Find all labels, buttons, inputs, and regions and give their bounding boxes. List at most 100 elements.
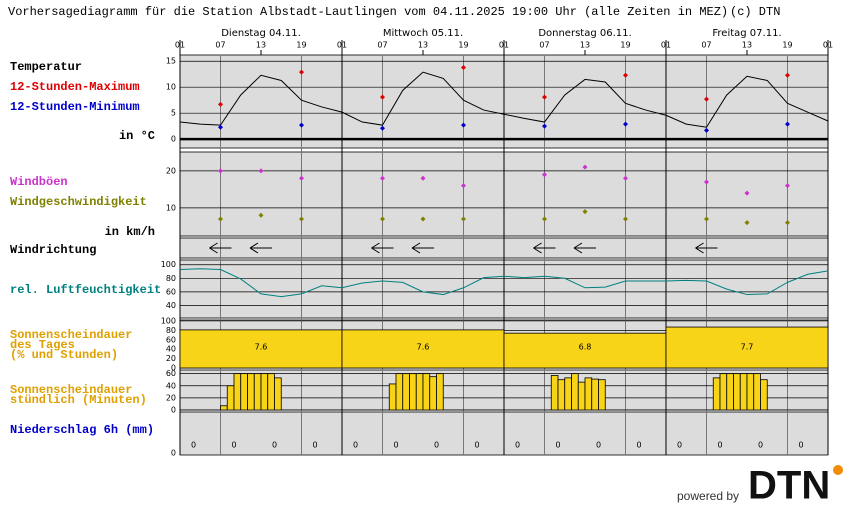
point	[623, 72, 628, 78]
value-label: 0	[474, 441, 479, 450]
y-tick-label: 10	[166, 83, 176, 92]
wind-arrow	[695, 242, 718, 254]
panel-label: 12-Stunden-Minimum	[10, 100, 140, 114]
y-tick-label: 100	[161, 316, 176, 325]
bar	[429, 376, 437, 411]
point	[542, 172, 547, 178]
bar	[665, 326, 829, 369]
bar	[733, 373, 741, 411]
point	[258, 212, 264, 218]
panel-label: Windböen	[10, 175, 68, 189]
bar	[415, 373, 424, 411]
panel-label: Niederschlag 6h (mm)	[10, 423, 154, 437]
bar	[712, 377, 721, 411]
x-tick-label: 13	[418, 41, 428, 50]
y-tick-label: 40	[166, 345, 176, 354]
y-tick-label: 0	[171, 135, 176, 144]
day-label: Donnerstag 06.11.	[538, 28, 631, 39]
point	[380, 216, 385, 222]
x-tick-label: 13	[580, 41, 590, 50]
point	[744, 190, 750, 196]
hours-label: 6.8	[579, 343, 592, 352]
y-tick-label: 0	[171, 364, 176, 373]
y-tick-label: 10	[166, 203, 176, 212]
bar	[739, 373, 748, 411]
day-label: Freitag 07.11.	[712, 28, 781, 39]
point	[785, 220, 790, 226]
y-tick-label: 20	[166, 166, 176, 175]
panel-label: Temperatur	[10, 60, 82, 74]
y-tick-label: 20	[166, 393, 176, 402]
point	[218, 216, 223, 222]
value-label: 0	[555, 441, 560, 450]
logo: DTN	[748, 464, 830, 508]
value-label: 0	[636, 441, 641, 450]
bar	[564, 377, 572, 411]
value-label: 0	[272, 441, 277, 450]
point	[461, 64, 466, 70]
panel-label: des Tages	[10, 338, 75, 352]
point	[623, 216, 628, 222]
value-label: 0	[515, 441, 520, 450]
bar	[422, 373, 431, 411]
point	[420, 216, 426, 222]
value-label: 0	[393, 441, 398, 450]
panel-label: in °C	[119, 129, 155, 143]
logo-dot	[833, 465, 843, 475]
y-tick-label: 80	[166, 274, 176, 283]
point	[623, 175, 628, 181]
panel-label: Sonnenscheindauer	[10, 383, 132, 397]
x-tick-label: 13	[742, 41, 752, 50]
value-label: 0	[677, 441, 682, 450]
point	[420, 175, 426, 181]
value-label: 0	[353, 441, 358, 450]
wind-arrow	[411, 242, 434, 254]
bar	[220, 405, 228, 411]
point	[704, 96, 709, 102]
point	[299, 216, 304, 222]
bar	[409, 373, 417, 411]
bar	[402, 373, 410, 411]
y-tick-label: 5	[171, 109, 176, 118]
x-tick-label: 19	[458, 41, 468, 50]
point	[542, 216, 547, 222]
point	[582, 209, 588, 215]
bar	[550, 375, 559, 411]
hours-label: 7.6	[255, 343, 268, 352]
y-tick-label: 20	[166, 354, 176, 363]
value-label: 0	[434, 441, 439, 450]
bar	[719, 373, 728, 411]
bar	[260, 373, 269, 411]
point	[785, 183, 790, 189]
point	[380, 175, 385, 181]
point	[785, 72, 790, 78]
value-label: 0	[312, 441, 317, 450]
powered-by: powered by	[677, 489, 739, 503]
x-tick-label: 07	[539, 41, 549, 50]
panel-label: Windrichtung	[10, 243, 96, 257]
x-tick-label: 19	[782, 41, 792, 50]
point	[299, 122, 304, 128]
bar	[760, 379, 768, 411]
point	[218, 101, 223, 107]
point	[461, 122, 466, 128]
x-tick-label: 19	[620, 41, 630, 50]
panel-label: (% und Stunden)	[10, 348, 118, 362]
point	[542, 123, 547, 129]
copyright: (c) DTN	[730, 5, 780, 19]
point	[299, 69, 304, 75]
point	[704, 127, 709, 133]
point	[542, 94, 547, 100]
value-label: 0	[231, 441, 236, 450]
y-tick-label: 100	[161, 260, 176, 269]
bar	[436, 373, 444, 411]
point	[380, 125, 385, 131]
bar	[726, 373, 734, 411]
point	[461, 183, 466, 189]
point	[299, 175, 304, 181]
point	[461, 216, 466, 222]
point	[704, 216, 709, 222]
point	[218, 168, 223, 174]
value-label: 0	[191, 441, 196, 450]
y-tick-label: 60	[166, 369, 176, 378]
